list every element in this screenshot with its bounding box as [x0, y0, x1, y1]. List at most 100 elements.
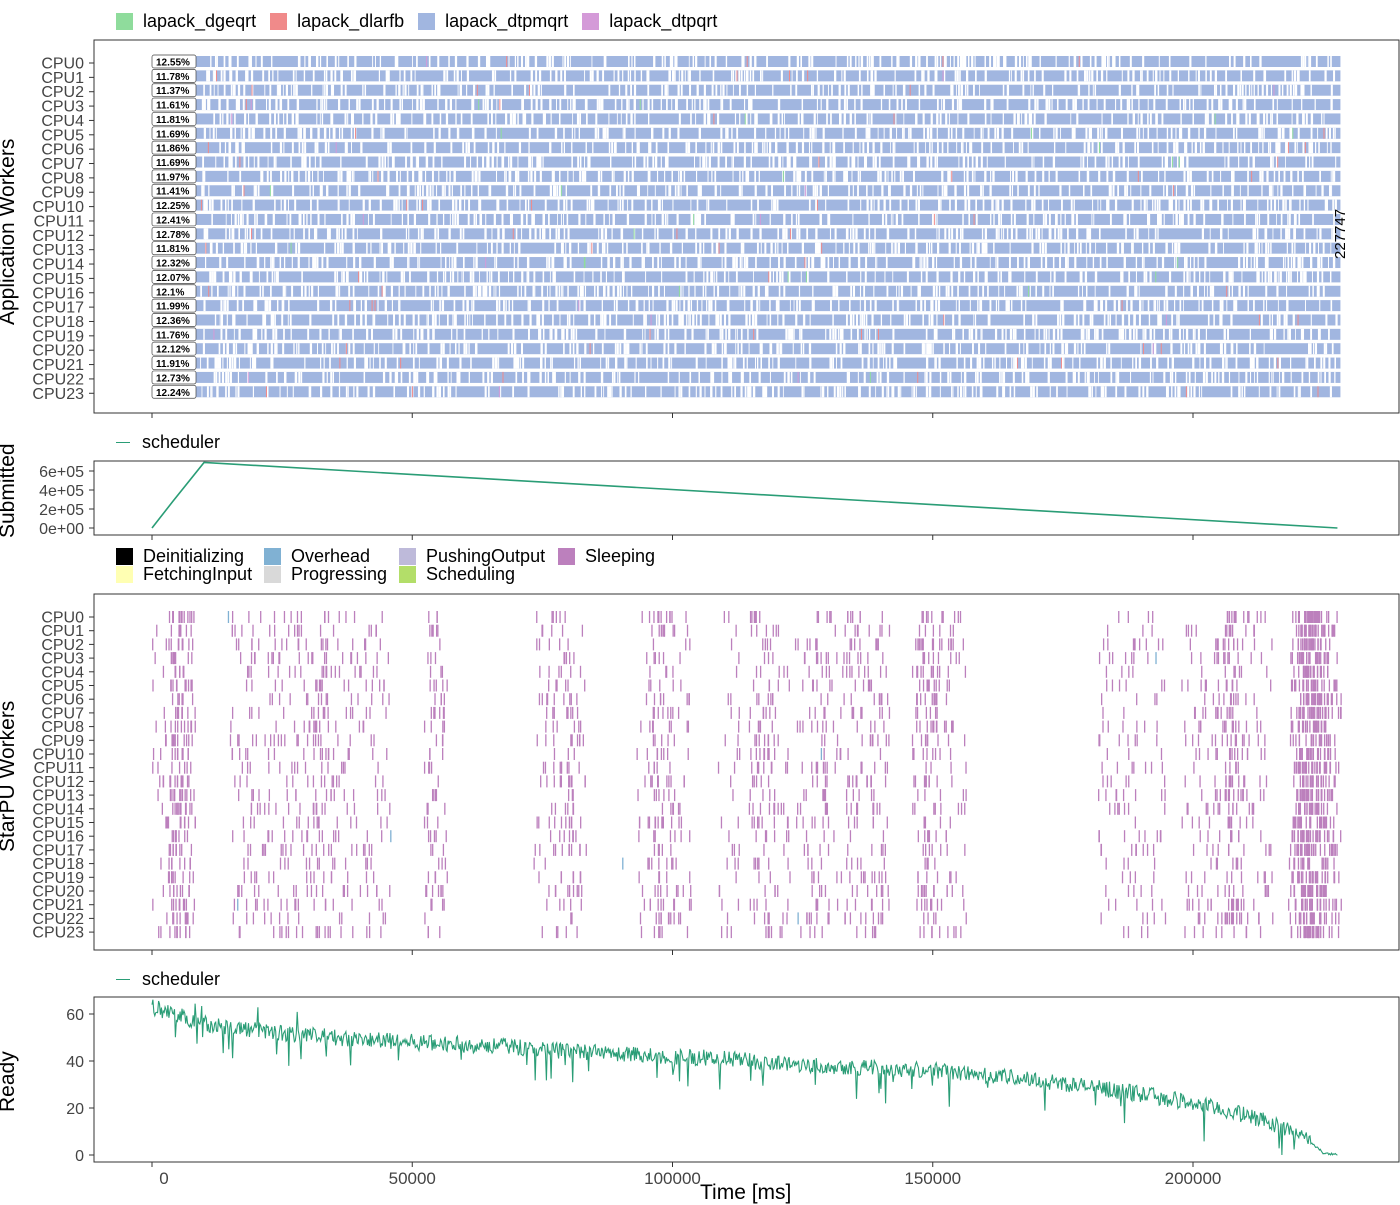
- task-bar-other: [485, 257, 486, 268]
- idle-gap: [855, 128, 857, 139]
- idle-gap: [501, 157, 503, 168]
- idle-gap: [297, 99, 299, 110]
- idle-gap: [223, 70, 225, 81]
- idle-gap: [1074, 56, 1076, 67]
- task-bar-other: [499, 99, 500, 110]
- idle-gap: [708, 200, 710, 211]
- idle-gap: [1109, 314, 1111, 325]
- idle-gap: [465, 343, 467, 354]
- task-bar-other: [590, 343, 591, 354]
- idle-gap: [783, 386, 784, 397]
- idle-gap: [1016, 228, 1017, 239]
- idle-gap: [704, 113, 706, 124]
- idle-gap: [956, 228, 958, 239]
- idle-gap: [483, 99, 484, 110]
- task-bar-other: [1277, 157, 1278, 168]
- idle-gap: [320, 157, 322, 168]
- idle-gap: [1257, 243, 1258, 254]
- idle-gap: [920, 300, 922, 311]
- task-bar-other: [216, 70, 217, 81]
- idle-gap: [882, 386, 884, 397]
- idle-gap: [752, 314, 754, 325]
- idle-gap: [1328, 372, 1330, 383]
- idle-gap: [1300, 85, 1302, 96]
- idle-gap: [969, 329, 971, 340]
- idle-gap: [1093, 257, 1094, 268]
- idle-gap: [515, 56, 516, 67]
- idle-gap: [829, 358, 830, 369]
- idle-gap: [689, 56, 690, 67]
- idle-gap: [1321, 372, 1322, 383]
- task-bar-dtpmqrt: [152, 99, 1340, 110]
- idle-gap: [494, 286, 495, 297]
- idle-gap: [558, 386, 559, 397]
- idle-gap: [1150, 113, 1152, 124]
- idle-gap: [564, 142, 565, 153]
- idle-gap: [656, 142, 658, 153]
- idle-gap: [267, 343, 268, 354]
- idle-gap: [1228, 228, 1229, 239]
- idle-gap: [951, 386, 952, 397]
- idle-gap: [778, 257, 779, 268]
- idle-gap: [1090, 314, 1092, 325]
- idle-gap: [1231, 343, 1232, 354]
- idle-gap: [217, 386, 218, 397]
- idle-gap: [942, 142, 944, 153]
- idle-gap: [326, 257, 328, 268]
- idle-gap: [238, 228, 240, 239]
- idle-gap: [1269, 185, 1271, 196]
- idle-gap: [1181, 214, 1183, 225]
- idle-gap: [1229, 142, 1230, 153]
- idle-gap: [551, 329, 553, 340]
- task-bar-other: [1288, 142, 1289, 153]
- idle-gap: [499, 300, 500, 311]
- idle-gap: [367, 271, 369, 282]
- idle-gap: [514, 257, 515, 268]
- idle-gap: [224, 85, 226, 96]
- idle-gap: [801, 271, 802, 282]
- idle-gap: [992, 358, 993, 369]
- idle-gap: [1294, 257, 1295, 268]
- idle-gap: [948, 228, 950, 239]
- idle-gap: [339, 200, 340, 211]
- idle-gap: [506, 300, 507, 311]
- idle-gap: [722, 99, 724, 110]
- idle-gap: [592, 271, 593, 282]
- idle-gap: [1198, 329, 1200, 340]
- idle-gap: [658, 200, 660, 211]
- idle-gap: [310, 200, 312, 211]
- idle-gap: [377, 99, 379, 110]
- idle-gap: [1192, 113, 1194, 124]
- task-bar-dtpmqrt: [152, 343, 1340, 354]
- idle-gap: [775, 243, 777, 254]
- idle-gap: [708, 171, 709, 182]
- idle-gap: [745, 257, 747, 268]
- idle-gap: [964, 386, 966, 397]
- idle-gap: [537, 128, 539, 139]
- idle-gap: [230, 128, 232, 139]
- idle-gap: [796, 228, 798, 239]
- idle-gap: [940, 386, 941, 397]
- idle-gap: [893, 358, 895, 369]
- idle-gap: [1276, 286, 1278, 297]
- idle-gap: [1039, 329, 1040, 340]
- idle-gap: [853, 185, 854, 196]
- idle-gap: [1189, 372, 1190, 383]
- idle-gap: [842, 386, 843, 397]
- idle-gap: [1017, 257, 1019, 268]
- idle-gap: [623, 128, 624, 139]
- idle-gap: [688, 286, 689, 297]
- idle-gap: [990, 99, 991, 110]
- idle-gap: [627, 214, 629, 225]
- idle-gap: [923, 113, 925, 124]
- idle-gap: [477, 157, 478, 168]
- idle-gap: [258, 185, 260, 196]
- idle-gap: [304, 56, 305, 67]
- idle-gap: [870, 300, 871, 311]
- idle-gap: [1291, 372, 1292, 383]
- idle-gap: [666, 99, 668, 110]
- idle-gap: [926, 329, 928, 340]
- idle-gap: [684, 171, 685, 182]
- idle-gap: [211, 214, 213, 225]
- idle-gap: [566, 185, 567, 196]
